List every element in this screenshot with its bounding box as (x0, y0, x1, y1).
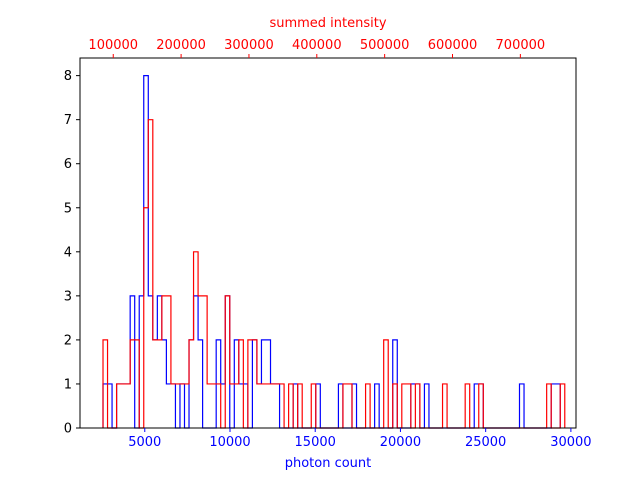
x2-tick-label: 200000 (156, 38, 206, 53)
y-tick-label: 6 (64, 157, 72, 172)
y-tick-label: 8 (64, 69, 72, 84)
x2-tick-label: 700000 (496, 38, 546, 53)
series-layer (102, 75, 566, 429)
y-tick-label: 2 (64, 333, 72, 348)
x2-axis-label: summed intensity (269, 16, 386, 31)
x2-tick-label: 600000 (428, 38, 478, 53)
plot-frame (79, 57, 577, 429)
x-tick-label: 20000 (380, 435, 421, 450)
y-tick-label: 7 (64, 113, 72, 128)
y-tick-label: 5 (64, 201, 72, 216)
x2-tick-label: 100000 (88, 38, 138, 53)
x-tick-label: 30000 (550, 435, 591, 450)
y-tick-label: 0 (64, 422, 72, 437)
x-tick-label: 25000 (465, 435, 506, 450)
y-tick-label: 3 (64, 289, 72, 304)
x2-tick-label: 400000 (292, 38, 342, 53)
x2-tick-label: 500000 (360, 38, 410, 53)
series-top-histogram (102, 119, 566, 429)
x2-tick-label: 300000 (224, 38, 274, 53)
x-tick-label: 15000 (295, 435, 336, 450)
ticks-layer: 5000 10000 15000 20000 25000 30000 100000 20000… (64, 38, 592, 450)
y-tick-label: 1 (64, 377, 72, 392)
x-tick-label: 5000 (128, 435, 161, 450)
series-bottom-histogram (102, 75, 561, 429)
x-axis-label: photon count (285, 456, 372, 471)
y-tick-label: 4 (64, 245, 72, 260)
x-tick-label: 10000 (209, 435, 250, 450)
